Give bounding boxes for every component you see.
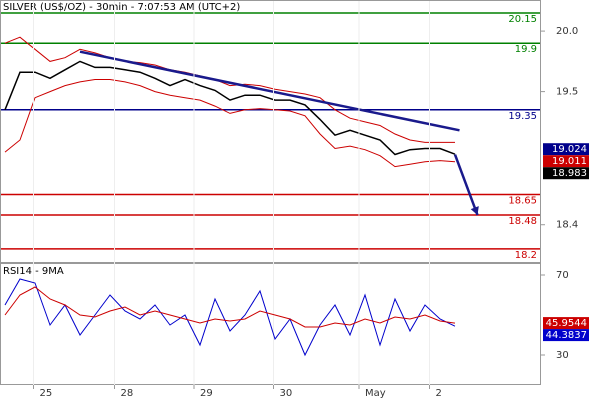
price-badge-label: 18.983 (552, 168, 587, 179)
y-tick-label: 30 (556, 350, 569, 361)
level-label: 19.35 (508, 111, 537, 122)
chart-title: SILVER (US$/OZ) - 30min - 7:07:53 AM (UT… (3, 2, 240, 13)
title-bg (1, 1, 283, 13)
level-label: 18.65 (508, 195, 537, 206)
level-label: 18.48 (508, 216, 537, 227)
level-label: 19.9 (515, 44, 537, 55)
price-badge (543, 329, 589, 342)
price-badge-label: 19.011 (552, 156, 587, 167)
level-label: 20.15 (508, 14, 537, 25)
price-badge-label: 44.3837 (546, 330, 587, 341)
price-frame (0, 0, 541, 263)
level-label: 18.2 (515, 250, 537, 261)
price-badge (543, 317, 589, 330)
series-line (4, 36, 455, 143)
trendline (79, 50, 460, 132)
price-badge (543, 143, 589, 156)
price-badge (543, 167, 589, 180)
price-badge-label: 45.9544 (546, 318, 587, 329)
price-badge (543, 155, 589, 168)
series-line (4, 60, 456, 156)
x-tick-label: May (365, 388, 386, 399)
x-tick-label: 28 (121, 388, 134, 399)
x-tick-label: 29 (200, 388, 213, 399)
x-tick-label: 30 (280, 388, 293, 399)
series-line (4, 79, 456, 168)
rsi-frame (0, 263, 541, 385)
y-tick-label: 70 (556, 270, 569, 281)
x-tick-label: 25 (40, 388, 53, 399)
x-tick-label: 2 (436, 388, 442, 399)
series-line (4, 286, 456, 328)
y-tick-label: 18.4 (556, 220, 578, 231)
y-tick-label: 20.0 (556, 26, 578, 37)
series-line (4, 278, 456, 357)
arrow (453, 154, 479, 216)
y-tick-label: 19.5 (556, 87, 578, 98)
price-badge-label: 19.024 (552, 144, 587, 155)
arrow-head (470, 206, 479, 216)
